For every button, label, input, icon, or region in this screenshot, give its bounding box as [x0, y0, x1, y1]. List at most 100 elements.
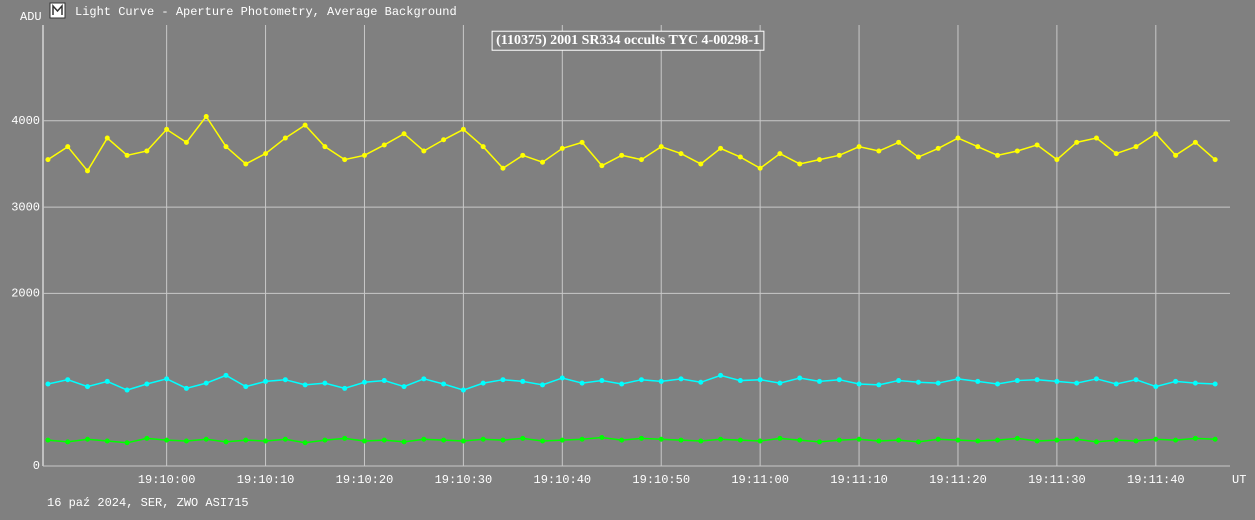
- window-title: Light Curve - Aperture Photometry, Avera…: [75, 5, 457, 19]
- data-point: [1113, 437, 1119, 443]
- data-point: [361, 379, 367, 385]
- data-point: [777, 380, 783, 386]
- data-point: [361, 152, 367, 158]
- data-point: [876, 148, 882, 154]
- data-point: [678, 151, 684, 157]
- data-point: [658, 436, 664, 442]
- data-point: [1014, 148, 1020, 154]
- data-point: [540, 438, 546, 444]
- data-point: [104, 378, 110, 384]
- y-axis-label: ADU: [20, 10, 42, 24]
- data-point: [342, 435, 348, 441]
- data-point: [1034, 142, 1040, 148]
- data-point: [757, 438, 763, 444]
- data-point: [223, 144, 229, 150]
- data-point: [737, 154, 743, 160]
- y-tick-label: 4000: [11, 114, 40, 128]
- data-point: [619, 437, 625, 443]
- y-tick-label: 2000: [11, 287, 40, 301]
- data-point: [223, 439, 229, 445]
- title-box: [491, 30, 765, 51]
- data-point: [421, 376, 427, 382]
- data-point: [678, 376, 684, 382]
- data-point: [183, 139, 189, 145]
- data-point: [816, 439, 822, 445]
- y-tick-label: 0: [33, 459, 40, 473]
- data-point: [579, 139, 585, 145]
- data-point: [203, 436, 209, 442]
- data-point: [658, 144, 664, 150]
- data-point: [1093, 376, 1099, 382]
- data-point: [915, 379, 921, 385]
- data-point: [995, 152, 1001, 158]
- data-point: [144, 381, 150, 387]
- data-point: [619, 152, 625, 158]
- data-point: [144, 435, 150, 441]
- data-point: [896, 437, 902, 443]
- data-point: [520, 152, 526, 158]
- data-point: [559, 437, 565, 443]
- data-point: [896, 139, 902, 145]
- data-point: [401, 439, 407, 445]
- data-point: [85, 436, 91, 442]
- data-point: [1074, 380, 1080, 386]
- data-point: [45, 157, 51, 163]
- data-point: [164, 437, 170, 443]
- data-point: [223, 372, 229, 378]
- data-point: [638, 435, 644, 441]
- data-point: [45, 381, 51, 387]
- footer: 16 paź 2024, SER, ZWO ASI715: [47, 496, 249, 510]
- data-point: [1153, 131, 1159, 137]
- x-axis-label: UT: [1232, 473, 1246, 487]
- data-point: [1074, 139, 1080, 145]
- data-point: [421, 148, 427, 154]
- data-point: [282, 135, 288, 141]
- data-point: [282, 377, 288, 383]
- data-point: [322, 380, 328, 386]
- data-point: [1074, 436, 1080, 442]
- data-point: [500, 377, 506, 383]
- data-point: [243, 384, 249, 390]
- data-point: [480, 436, 486, 442]
- data-point: [263, 438, 269, 444]
- data-point: [856, 436, 862, 442]
- data-point: [520, 435, 526, 441]
- data-point: [401, 384, 407, 390]
- data-point: [1014, 435, 1020, 441]
- data-point: [995, 437, 1001, 443]
- x-tick-label: 19:10:50: [632, 473, 690, 487]
- data-point: [322, 144, 328, 150]
- data-point: [777, 435, 783, 441]
- data-point: [164, 376, 170, 382]
- data-point: [955, 376, 961, 382]
- data-point: [500, 437, 506, 443]
- data-point: [1034, 377, 1040, 383]
- data-point: [183, 385, 189, 391]
- data-point: [975, 378, 981, 384]
- data-point: [599, 435, 605, 441]
- data-point: [263, 151, 269, 157]
- data-point: [876, 382, 882, 388]
- data-point: [856, 144, 862, 150]
- data-point: [1173, 437, 1179, 443]
- series-line: [47, 115, 1216, 173]
- series-line: [47, 374, 1216, 391]
- data-point: [540, 159, 546, 165]
- data-point: [698, 379, 704, 385]
- data-point: [1054, 378, 1060, 384]
- plot-area: [45, 113, 1218, 446]
- data-point: [1034, 438, 1040, 444]
- data-point: [104, 135, 110, 141]
- x-tick-label: 19:11:10: [830, 473, 888, 487]
- data-point: [381, 437, 387, 443]
- data-point: [777, 151, 783, 157]
- data-point: [1192, 435, 1198, 441]
- data-point: [1192, 380, 1198, 386]
- data-point: [579, 380, 585, 386]
- data-point: [737, 378, 743, 384]
- data-point: [816, 157, 822, 163]
- data-point: [658, 378, 664, 384]
- data-point: [45, 437, 51, 443]
